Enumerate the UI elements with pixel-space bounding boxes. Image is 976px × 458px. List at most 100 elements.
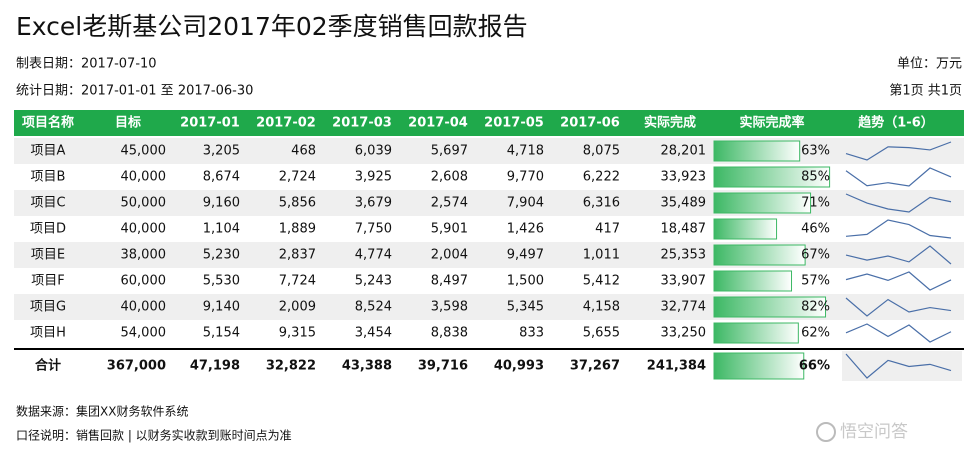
cell-value: 468 [291,144,316,159]
cell-value: 6,039 [355,144,392,159]
cell-value: 47,198 [190,359,240,374]
cell-value: 7,904 [507,196,544,211]
rate-label: 62% [801,326,830,341]
cell-value: 1,104 [203,222,240,237]
cell-value: 50,000 [121,196,167,211]
column-header: 实际完成率 [739,115,804,131]
cell-value: 6,316 [583,196,620,211]
rate-bar [713,218,778,240]
cell-value: 3,925 [355,170,392,185]
sparkline [845,193,952,213]
cell-value: 9,160 [203,196,240,211]
cell-value: 9,770 [507,170,544,185]
cell-value: 3,679 [355,196,392,211]
cell-value: 8,838 [431,326,468,341]
cell-value: 8,497 [431,274,468,289]
cell-value: 5,901 [431,222,468,237]
sparkline [845,297,952,317]
cell-value: 1,500 [507,274,544,289]
cell-value: 7,724 [279,274,316,289]
column-header: 项目名称 [22,115,74,131]
cell-value: 40,993 [494,359,544,374]
row-name: 项目B [31,170,66,185]
cell-value: 25,353 [661,248,707,263]
cell-value: 60,000 [121,274,167,289]
rate-label: 63% [801,144,830,159]
column-header: 2017-04 [408,116,468,131]
cell-value: 367,000 [107,359,166,374]
rate-bar [713,352,805,380]
title: Excel老斯基公司2017年02季度销售回款报告 [16,12,528,41]
watermark-icon [816,422,836,442]
sparkline [845,323,952,343]
cell-value: 18,487 [661,222,707,237]
cell-value: 8,524 [355,300,392,315]
column-header: 趋势（1-6） [858,115,934,131]
rate-label: 82% [801,300,830,315]
rate-label: 67% [801,248,830,263]
rate-bar [713,244,806,266]
cell-value: 2,837 [279,248,316,263]
cell-value: 40,000 [121,170,167,185]
cell-value: 1,011 [583,248,620,263]
cell-value: 2,004 [431,248,468,263]
cell-value: 5,154 [203,326,240,341]
cell-value: 5,856 [279,196,316,211]
column-header: 2017-06 [560,116,620,131]
trend-bg [842,321,962,345]
rate-label: 66% [799,359,830,374]
cell-value: 241,384 [647,359,706,374]
rate-bar [713,192,812,214]
rate-bar [713,322,799,344]
cell-value: 33,250 [661,326,707,341]
sparkline [845,245,952,265]
cell-value: 1,889 [279,222,316,237]
column-header: 2017-05 [484,116,544,131]
cell-value: 5,345 [507,300,544,315]
cell-value: 37,267 [570,359,620,374]
row-name: 项目E [31,248,65,263]
sparkline [845,141,952,161]
cell-value: 38,000 [121,248,167,263]
rate-bar [713,296,827,318]
cell-value: 3,598 [431,300,468,315]
sparkline [845,353,952,379]
column-header: 2017-03 [332,116,392,131]
cell-value: 417 [595,222,620,237]
column-header: 实际完成 [644,115,696,131]
cell-value: 35,489 [661,196,707,211]
cell-value: 33,907 [661,274,707,289]
cell-value: 2,009 [279,300,316,315]
cell-value: 5,412 [583,274,620,289]
cell-value: 5,530 [203,274,240,289]
cell-value: 32,822 [266,359,316,374]
cell-value: 5,697 [431,144,468,159]
sparkline [845,167,952,187]
cell-value: 9,497 [507,248,544,263]
cell-value: 28,201 [661,144,707,159]
row-name: 项目H [30,326,66,341]
unit: 单位：万元 [897,57,962,72]
trend-bg [842,351,962,381]
cell-value: 2,724 [279,170,316,185]
cell-value: 7,750 [355,222,392,237]
cell-value: 54,000 [121,326,167,341]
row-name: 项目A [31,144,66,159]
rate-label: 57% [801,274,830,289]
cell-value: 9,140 [203,300,240,315]
row-name: 项目F [31,274,64,289]
row-name: 合计 [35,358,61,374]
row-bg [14,138,964,164]
cell-value: 40,000 [121,222,167,237]
cell-value: 32,774 [661,300,707,315]
watermark: 悟空问答 [840,422,908,442]
cell-value: 2,574 [431,196,468,211]
cell-value: 8,674 [203,170,240,185]
source: 数据来源：集团XX财务软件系统 [16,404,188,419]
cell-value: 3,454 [355,326,392,341]
rate-label: 85% [801,170,830,185]
made-date: 制表日期：2017-07-10 [16,57,157,72]
cell-value: 45,000 [121,144,167,159]
cell-value: 1,426 [507,222,544,237]
